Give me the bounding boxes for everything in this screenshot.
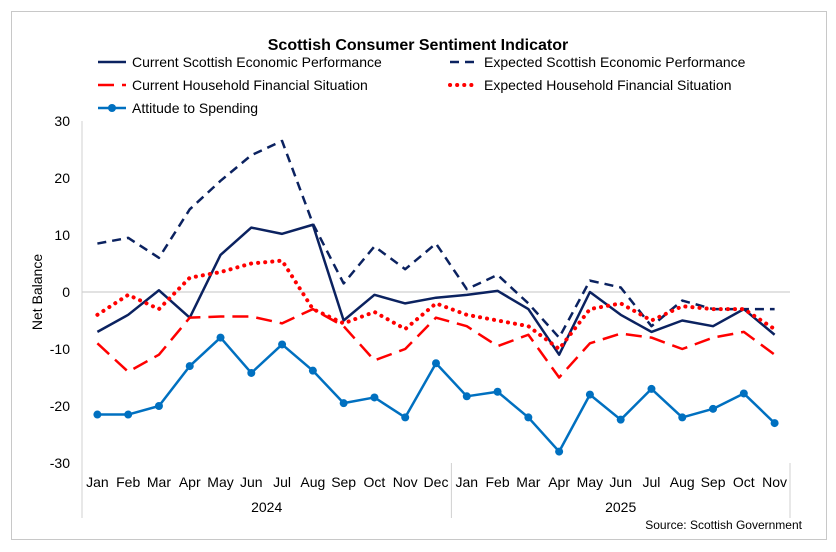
data-point [247,368,256,377]
legend-label: Current Household Financial Situation [132,77,368,93]
data-point [339,399,348,408]
x-tick-label: Jan [455,474,478,490]
year-label: 2025 [605,499,636,515]
y-axis-label: Net Balance [29,254,45,330]
x-tick-label: Feb [116,474,140,490]
legend-label: Expected Household Financial Situation [484,77,732,93]
y-tick-label: -10 [50,341,70,357]
legend-label: Expected Scottish Economic Performance [484,54,746,70]
data-point [647,384,656,393]
x-tick-label: May [207,474,233,490]
y-tick-label: 20 [54,170,70,186]
data-point [678,413,687,422]
source-note: Source: Scottish Government [645,518,802,532]
series-line-2 [96,307,776,379]
data-point [124,410,133,419]
x-tick-label: Apr [548,474,570,490]
x-tick-label: Oct [364,474,386,490]
data-point [154,402,163,410]
data-point [585,390,594,399]
series-layer [93,139,779,456]
data-point [770,419,779,428]
series-line-1 [97,139,775,339]
x-tick-label: Dec [424,474,449,490]
data-point [493,387,502,396]
data-point [524,413,533,422]
legend-marker [108,104,116,112]
legend: Current Scottish Economic Performance Exp… [98,54,746,116]
legend-label: Current Scottish Economic Performance [132,54,382,70]
axes: 30 20 10 0 -10 -20 -30 Jan Feb Mar Apr May Jun Jul Aug… [50,113,791,518]
x-tick-label: Aug [300,474,325,490]
x-tick-label: Jan [86,474,109,490]
x-tick-label: Apr [179,474,201,490]
chart-title: Scottish Consumer Sentiment Indicator [268,37,568,54]
x-tick-label: Sep [331,474,356,490]
x-tick-label: Jun [240,474,263,490]
x-tick-label: Nov [393,474,418,490]
y-tick-label: 0 [62,284,70,300]
year-label: 2024 [251,499,282,515]
data-point [709,404,718,413]
data-point [462,392,471,401]
series-line-3 [95,258,777,351]
x-tick-label: Aug [670,474,695,490]
x-tick-label: Sep [701,474,726,490]
y-tick-label: 10 [54,227,70,243]
x-tick-label: Nov [762,474,787,490]
x-tick-label: Mar [516,474,540,490]
x-tick-label: Feb [486,474,510,490]
x-tick-label: Jul [643,474,661,490]
data-point [93,410,102,419]
x-tick-label: May [577,474,603,490]
data-point [308,366,317,375]
x-tick-label: Mar [147,474,171,490]
x-tick-label: Oct [733,474,755,490]
data-point [185,362,194,371]
data-point [555,447,564,456]
data-point [739,389,748,398]
data-point [278,340,287,349]
data-point [432,359,440,368]
y-tick-label: -30 [50,455,70,471]
data-point [370,393,379,402]
chart-frame [11,11,827,540]
series-line-0 [96,223,776,356]
y-tick-label: 30 [54,113,70,129]
data-point [216,333,225,342]
y-tick-label: -20 [50,398,70,414]
x-tick-label: Jul [273,474,291,490]
data-point [401,413,410,422]
data-point [616,415,625,424]
series-line-4 [97,336,776,453]
x-tick-label: Jun [609,474,632,490]
legend-label: Attitude to Spending [132,100,258,116]
